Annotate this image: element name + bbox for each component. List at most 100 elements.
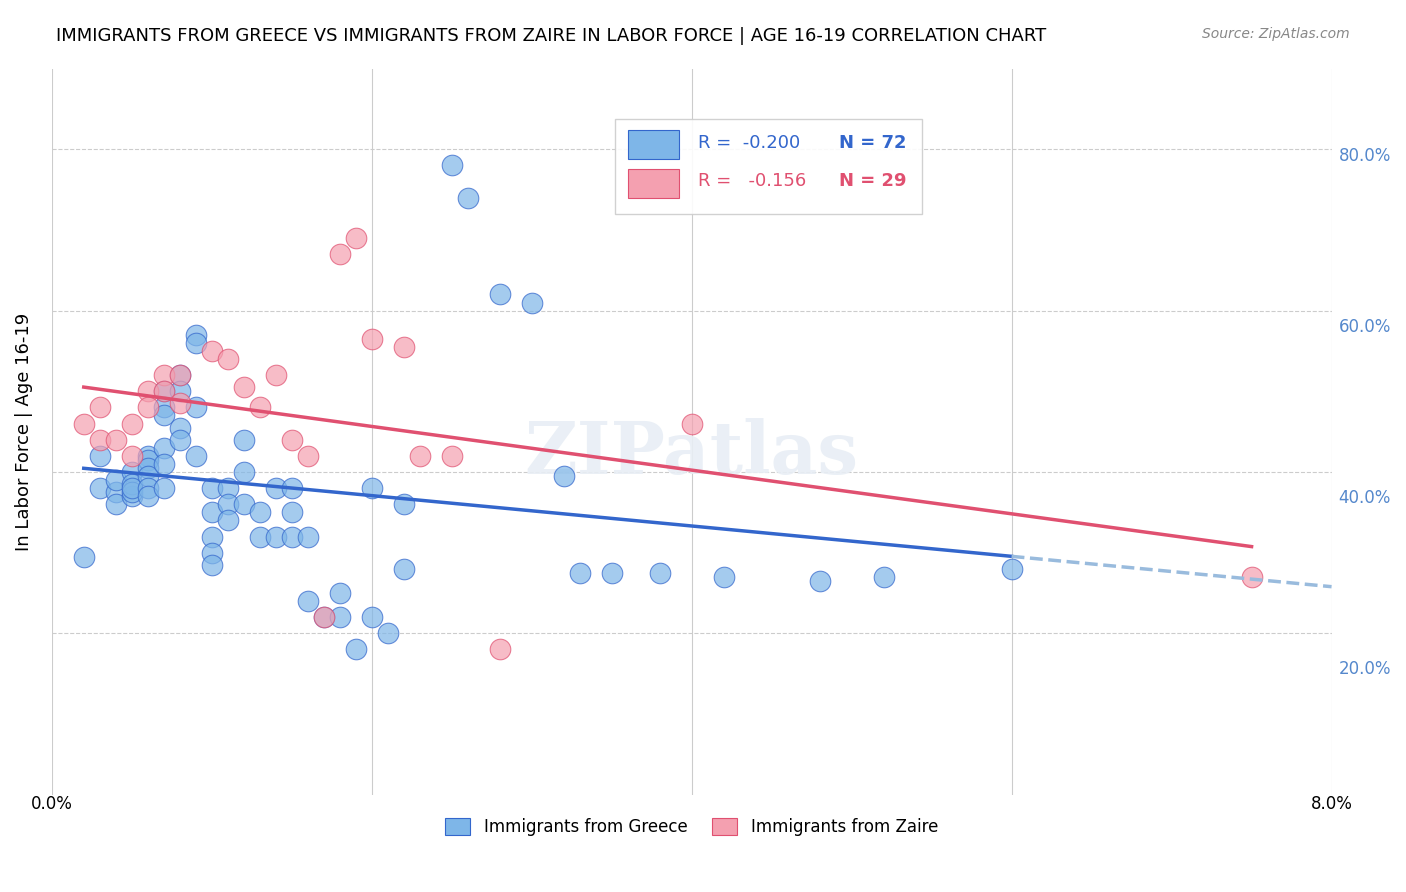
Immigrants from Zaire xyxy=(169,368,191,383)
Immigrants from Greece xyxy=(89,481,111,495)
Immigrants from Greece xyxy=(136,453,159,467)
Y-axis label: In Labor Force | Age 16-19: In Labor Force | Age 16-19 xyxy=(15,312,32,550)
Immigrants from Greece xyxy=(600,566,623,580)
Immigrants from Greece xyxy=(249,529,271,543)
Immigrants from Greece xyxy=(89,449,111,463)
Immigrants from Zaire xyxy=(73,417,96,431)
Text: R =   -0.156: R = -0.156 xyxy=(697,172,806,190)
Immigrants from Greece xyxy=(184,401,207,415)
FancyBboxPatch shape xyxy=(627,169,679,198)
Text: R =  -0.200: R = -0.200 xyxy=(697,134,800,152)
Text: ZIPatlas: ZIPatlas xyxy=(524,417,859,489)
Immigrants from Greece xyxy=(377,626,399,640)
Immigrants from Greece xyxy=(201,546,224,560)
Immigrants from Zaire xyxy=(1240,570,1263,584)
Immigrants from Greece xyxy=(713,570,735,584)
Immigrants from Zaire xyxy=(152,368,174,383)
Text: 0.0%: 0.0% xyxy=(31,795,73,813)
Immigrants from Zaire xyxy=(121,449,143,463)
Immigrants from Greece xyxy=(121,465,143,479)
Immigrants from Greece xyxy=(360,481,382,495)
Immigrants from Greece xyxy=(169,420,191,434)
Immigrants from Greece xyxy=(1000,562,1022,576)
Immigrants from Greece xyxy=(297,594,319,608)
Immigrants from Greece xyxy=(184,449,207,463)
Text: Source: ZipAtlas.com: Source: ZipAtlas.com xyxy=(1202,27,1350,41)
Immigrants from Greece xyxy=(169,384,191,399)
Immigrants from Greece xyxy=(121,481,143,495)
FancyBboxPatch shape xyxy=(627,130,679,160)
Immigrants from Greece xyxy=(553,469,575,483)
Immigrants from Greece xyxy=(217,513,239,527)
Immigrants from Greece xyxy=(297,529,319,543)
Immigrants from Greece xyxy=(457,191,479,205)
Immigrants from Zaire xyxy=(232,380,254,394)
Immigrants from Greece xyxy=(392,562,415,576)
Immigrants from Zaire xyxy=(280,433,302,447)
Immigrants from Greece xyxy=(184,335,207,350)
Text: N = 72: N = 72 xyxy=(839,134,907,152)
Immigrants from Greece xyxy=(312,610,335,624)
Immigrants from Zaire xyxy=(217,351,239,366)
Immigrants from Greece xyxy=(808,574,831,588)
Immigrants from Zaire xyxy=(440,449,463,463)
Immigrants from Greece xyxy=(280,529,302,543)
Immigrants from Zaire xyxy=(360,332,382,346)
Immigrants from Zaire xyxy=(136,401,159,415)
Immigrants from Greece xyxy=(648,566,671,580)
Immigrants from Greece xyxy=(264,481,287,495)
Text: N = 29: N = 29 xyxy=(839,172,907,190)
Text: 8.0%: 8.0% xyxy=(1310,795,1353,813)
Immigrants from Greece xyxy=(201,505,224,519)
Immigrants from Greece xyxy=(136,481,159,495)
Immigrants from Greece xyxy=(392,497,415,511)
Immigrants from Greece xyxy=(152,481,174,495)
Immigrants from Zaire xyxy=(409,449,432,463)
Legend: Immigrants from Greece, Immigrants from Zaire: Immigrants from Greece, Immigrants from … xyxy=(437,810,946,845)
Immigrants from Greece xyxy=(136,469,159,483)
Immigrants from Greece xyxy=(264,529,287,543)
Immigrants from Greece xyxy=(121,485,143,500)
Immigrants from Zaire xyxy=(201,343,224,358)
Immigrants from Greece xyxy=(121,477,143,491)
Immigrants from Greece xyxy=(249,505,271,519)
Immigrants from Zaire xyxy=(344,231,367,245)
Immigrants from Greece xyxy=(440,158,463,172)
FancyBboxPatch shape xyxy=(614,120,922,214)
Immigrants from Greece xyxy=(104,497,127,511)
Immigrants from Greece xyxy=(568,566,591,580)
Immigrants from Greece xyxy=(201,529,224,543)
Immigrants from Zaire xyxy=(89,401,111,415)
Immigrants from Greece xyxy=(152,409,174,423)
Immigrants from Zaire xyxy=(392,340,415,354)
Immigrants from Greece xyxy=(201,558,224,572)
Immigrants from Greece xyxy=(232,433,254,447)
Immigrants from Greece xyxy=(872,570,894,584)
Immigrants from Greece xyxy=(104,485,127,500)
Immigrants from Greece xyxy=(73,549,96,564)
Immigrants from Greece xyxy=(152,457,174,471)
Immigrants from Zaire xyxy=(121,417,143,431)
Immigrants from Greece xyxy=(152,401,174,415)
Immigrants from Greece xyxy=(520,295,543,310)
Immigrants from Greece xyxy=(121,489,143,503)
Immigrants from Greece xyxy=(152,384,174,399)
Immigrants from Zaire xyxy=(297,449,319,463)
Immigrants from Greece xyxy=(136,461,159,475)
Immigrants from Greece xyxy=(104,473,127,487)
Immigrants from Zaire xyxy=(681,417,703,431)
Immigrants from Zaire xyxy=(249,401,271,415)
Immigrants from Greece xyxy=(169,433,191,447)
Immigrants from Zaire xyxy=(488,642,510,657)
Immigrants from Zaire xyxy=(104,433,127,447)
Immigrants from Greece xyxy=(280,505,302,519)
Immigrants from Zaire xyxy=(152,384,174,399)
Immigrants from Greece xyxy=(232,465,254,479)
Immigrants from Greece xyxy=(280,481,302,495)
Immigrants from Zaire xyxy=(264,368,287,383)
Immigrants from Zaire xyxy=(329,247,352,261)
Immigrants from Zaire xyxy=(136,384,159,399)
Immigrants from Greece xyxy=(169,368,191,383)
Immigrants from Greece xyxy=(184,327,207,342)
Immigrants from Greece xyxy=(217,481,239,495)
